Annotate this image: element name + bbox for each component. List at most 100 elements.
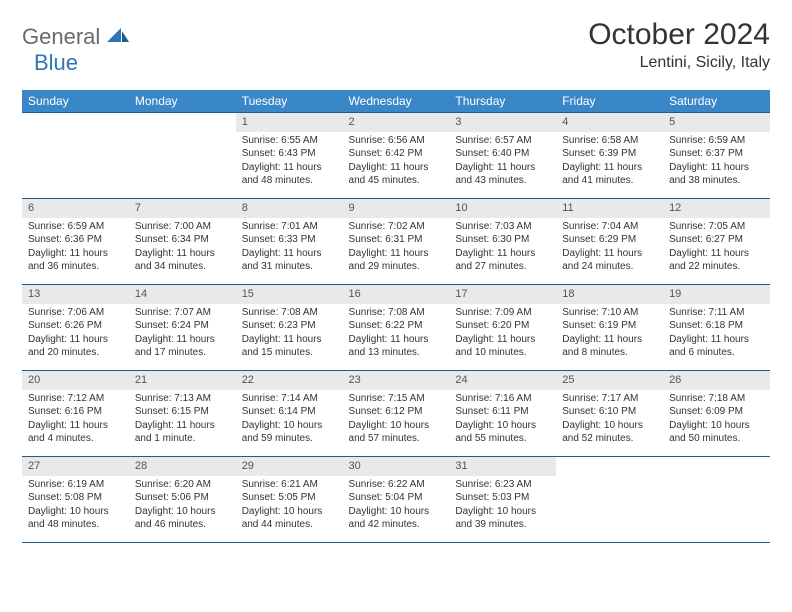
day-number: 28 — [129, 457, 236, 476]
day-text-line: Daylight: 10 hours — [455, 505, 550, 519]
day-text-line: and 50 minutes. — [669, 432, 764, 446]
calendar-cell: 17Sunrise: 7:09 AMSunset: 6:20 PMDayligh… — [449, 285, 556, 371]
calendar-week-row: 6Sunrise: 6:59 AMSunset: 6:36 PMDaylight… — [22, 199, 770, 285]
day-text-line: and 44 minutes. — [242, 518, 337, 532]
calendar-week-row: 20Sunrise: 7:12 AMSunset: 6:16 PMDayligh… — [22, 371, 770, 457]
day-text: Sunrise: 7:06 AMSunset: 6:26 PMDaylight:… — [22, 304, 129, 364]
day-text-line: and 38 minutes. — [669, 174, 764, 188]
day-text-line: and 39 minutes. — [455, 518, 550, 532]
day-number: 11 — [556, 199, 663, 218]
calendar-cell: 15Sunrise: 7:08 AMSunset: 6:23 PMDayligh… — [236, 285, 343, 371]
day-number: 17 — [449, 285, 556, 304]
day-number: 30 — [343, 457, 450, 476]
day-text-line: Sunrise: 7:08 AM — [349, 306, 444, 320]
day-text-line: Sunset: 6:18 PM — [669, 319, 764, 333]
day-text-line: and 6 minutes. — [669, 346, 764, 360]
day-text-line: Sunset: 6:37 PM — [669, 147, 764, 161]
day-text-line: and 10 minutes. — [455, 346, 550, 360]
day-text-line: Sunset: 6:22 PM — [349, 319, 444, 333]
day-text-line: and 42 minutes. — [349, 518, 444, 532]
day-number: 2 — [343, 113, 450, 132]
calendar-cell: 24Sunrise: 7:16 AMSunset: 6:11 PMDayligh… — [449, 371, 556, 457]
day-text-line: and 31 minutes. — [242, 260, 337, 274]
day-text-line: Sunset: 6:20 PM — [455, 319, 550, 333]
day-text-line: Daylight: 11 hours — [455, 333, 550, 347]
day-text-line: Sunrise: 6:57 AM — [455, 134, 550, 148]
day-text — [663, 476, 770, 482]
day-text-line: Daylight: 10 hours — [242, 419, 337, 433]
day-text-line: Daylight: 11 hours — [562, 161, 657, 175]
day-text-line: Daylight: 10 hours — [349, 419, 444, 433]
day-text-line: and 24 minutes. — [562, 260, 657, 274]
day-text-line: Sunset: 6:26 PM — [28, 319, 123, 333]
logo-word-2: Blue — [34, 50, 78, 75]
day-text-line: and 57 minutes. — [349, 432, 444, 446]
day-text: Sunrise: 7:12 AMSunset: 6:16 PMDaylight:… — [22, 390, 129, 450]
day-text-line: Sunrise: 7:10 AM — [562, 306, 657, 320]
day-text-line: Daylight: 10 hours — [135, 505, 230, 519]
day-text-line: Sunrise: 7:06 AM — [28, 306, 123, 320]
day-text-line: Sunrise: 6:20 AM — [135, 478, 230, 492]
day-text-line: Daylight: 11 hours — [242, 333, 337, 347]
location-subtitle: Lentini, Sicily, Italy — [588, 54, 770, 72]
calendar-cell: 6Sunrise: 6:59 AMSunset: 6:36 PMDaylight… — [22, 199, 129, 285]
day-text-line: Sunset: 6:12 PM — [349, 405, 444, 419]
day-text-line: Sunset: 5:08 PM — [28, 491, 123, 505]
day-text: Sunrise: 7:18 AMSunset: 6:09 PMDaylight:… — [663, 390, 770, 450]
day-text-line: Sunset: 6:39 PM — [562, 147, 657, 161]
day-text-line: Sunrise: 7:12 AM — [28, 392, 123, 406]
day-text-line: Sunset: 6:16 PM — [28, 405, 123, 419]
day-number: 25 — [556, 371, 663, 390]
day-text: Sunrise: 7:17 AMSunset: 6:10 PMDaylight:… — [556, 390, 663, 450]
calendar-cell: 19Sunrise: 7:11 AMSunset: 6:18 PMDayligh… — [663, 285, 770, 371]
day-text — [129, 132, 236, 138]
day-text: Sunrise: 7:00 AMSunset: 6:34 PMDaylight:… — [129, 218, 236, 278]
day-text-line: Daylight: 11 hours — [455, 247, 550, 261]
day-text-line: and 59 minutes. — [242, 432, 337, 446]
calendar-week-row: 1Sunrise: 6:55 AMSunset: 6:43 PMDaylight… — [22, 113, 770, 199]
day-number: 6 — [22, 199, 129, 218]
calendar-cell: 9Sunrise: 7:02 AMSunset: 6:31 PMDaylight… — [343, 199, 450, 285]
day-text-line: Daylight: 11 hours — [135, 333, 230, 347]
day-text-line: Sunset: 6:15 PM — [135, 405, 230, 419]
day-text-line: Sunset: 6:14 PM — [242, 405, 337, 419]
calendar-cell — [22, 113, 129, 199]
day-text-line: Sunrise: 7:16 AM — [455, 392, 550, 406]
day-number: 18 — [556, 285, 663, 304]
day-text-line: Sunset: 6:34 PM — [135, 233, 230, 247]
day-text-line: and 8 minutes. — [562, 346, 657, 360]
day-header: Saturday — [663, 90, 770, 113]
day-text-line: Sunrise: 7:05 AM — [669, 220, 764, 234]
calendar-cell: 2Sunrise: 6:56 AMSunset: 6:42 PMDaylight… — [343, 113, 450, 199]
day-text-line: Sunrise: 6:56 AM — [349, 134, 444, 148]
calendar-cell: 25Sunrise: 7:17 AMSunset: 6:10 PMDayligh… — [556, 371, 663, 457]
day-text-line: and 48 minutes. — [242, 174, 337, 188]
day-text-line: Daylight: 11 hours — [28, 333, 123, 347]
day-text-line: and 22 minutes. — [669, 260, 764, 274]
calendar-cell: 8Sunrise: 7:01 AMSunset: 6:33 PMDaylight… — [236, 199, 343, 285]
day-text-line: Sunset: 6:27 PM — [669, 233, 764, 247]
day-text-line: and 13 minutes. — [349, 346, 444, 360]
calendar-cell: 18Sunrise: 7:10 AMSunset: 6:19 PMDayligh… — [556, 285, 663, 371]
day-text: Sunrise: 7:15 AMSunset: 6:12 PMDaylight:… — [343, 390, 450, 450]
day-text: Sunrise: 6:20 AMSunset: 5:06 PMDaylight:… — [129, 476, 236, 536]
day-text: Sunrise: 6:23 AMSunset: 5:03 PMDaylight:… — [449, 476, 556, 536]
day-number: 9 — [343, 199, 450, 218]
day-text: Sunrise: 6:22 AMSunset: 5:04 PMDaylight:… — [343, 476, 450, 536]
day-text-line: and 55 minutes. — [455, 432, 550, 446]
day-text-line: Sunset: 6:40 PM — [455, 147, 550, 161]
day-text-line: Daylight: 11 hours — [562, 333, 657, 347]
day-text-line: Sunrise: 6:59 AM — [669, 134, 764, 148]
day-text: Sunrise: 7:08 AMSunset: 6:22 PMDaylight:… — [343, 304, 450, 364]
day-number: 10 — [449, 199, 556, 218]
day-text-line: Sunrise: 6:23 AM — [455, 478, 550, 492]
calendar-week-row: 13Sunrise: 7:06 AMSunset: 6:26 PMDayligh… — [22, 285, 770, 371]
calendar-cell: 12Sunrise: 7:05 AMSunset: 6:27 PMDayligh… — [663, 199, 770, 285]
day-text-line: and 29 minutes. — [349, 260, 444, 274]
day-text: Sunrise: 7:10 AMSunset: 6:19 PMDaylight:… — [556, 304, 663, 364]
day-text: Sunrise: 6:59 AMSunset: 6:36 PMDaylight:… — [22, 218, 129, 278]
day-text-line: Sunrise: 6:22 AM — [349, 478, 444, 492]
page-header: General Blue October 2024 Lentini, Sicil… — [22, 18, 770, 76]
day-text-line: Sunset: 6:23 PM — [242, 319, 337, 333]
logo-text-block: General Blue — [22, 24, 129, 76]
